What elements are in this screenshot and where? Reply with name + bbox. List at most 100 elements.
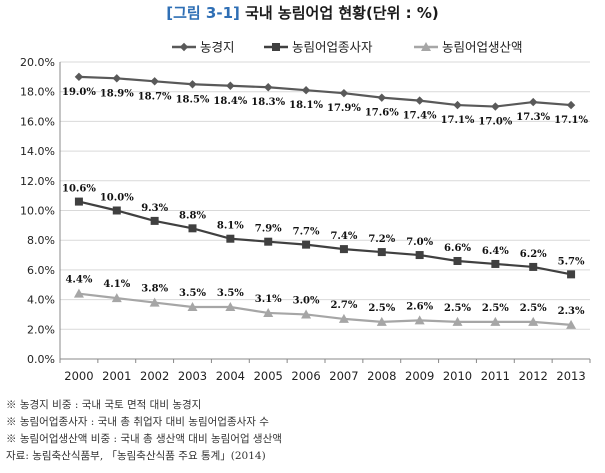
x-tick-label: 2013 xyxy=(556,369,585,383)
data-label: 2.5% xyxy=(482,303,509,314)
data-point xyxy=(301,309,312,319)
x-tick-label: 2001 xyxy=(102,369,131,383)
x-tick-label: 2005 xyxy=(254,369,283,383)
series-group xyxy=(73,72,577,329)
data-point xyxy=(453,256,462,265)
y-tick-label: 8.0% xyxy=(27,234,55,247)
data-label: 3.5% xyxy=(217,288,244,299)
x-tick-label: 2007 xyxy=(329,369,358,383)
y-tick-label: 16.0% xyxy=(20,115,55,128)
data-label: 2.5% xyxy=(444,303,471,314)
data-label: 17.3% xyxy=(516,112,550,123)
data-point xyxy=(150,77,159,86)
data-label: 17.6% xyxy=(365,108,399,119)
data-point xyxy=(264,83,273,92)
note-production: ※ 농림어업생산액 비중 : 국내 총 생산액 대비 농림어업 생산액 xyxy=(6,433,282,445)
x-axis: 2000 2001 2002 2003 2004 2005 2006 2007 2008 2009… xyxy=(59,359,591,383)
data-label: 7.9% xyxy=(255,224,282,235)
x-tick-label: 2008 xyxy=(367,369,396,383)
data-label: 17.1% xyxy=(441,115,475,126)
x-tick-label: 2004 xyxy=(216,369,245,383)
data-point xyxy=(188,224,197,233)
data-label: 6.6% xyxy=(444,243,471,254)
data-point xyxy=(566,319,577,329)
x-tick-label: 2002 xyxy=(140,369,169,383)
data-point xyxy=(453,100,462,110)
data-point xyxy=(149,297,160,307)
y-axis: 0.0% 2.0% 4.0% 6.0% 8.0% 10.0% 12.0% 14.0% 16.0%… xyxy=(20,56,61,366)
data-label: 2.6% xyxy=(406,301,433,312)
line-chart: 0.0% 2.0% 4.0% 6.0% 8.0% 10.0% 12.0% 14.0% 16.0%… xyxy=(20,40,591,383)
data-point xyxy=(74,72,84,82)
legend-label: 농경지 xyxy=(200,40,235,55)
data-point xyxy=(377,93,386,102)
data-point xyxy=(490,316,501,326)
data-label: 19.0% xyxy=(62,87,96,98)
data-label: 3.5% xyxy=(179,288,206,299)
y-tick-label: 2.0% xyxy=(27,323,55,336)
data-point xyxy=(263,307,274,317)
x-tick-label: 2010 xyxy=(443,369,472,383)
x-tick-label: 2000 xyxy=(64,369,93,383)
data-point xyxy=(264,237,273,246)
chart-title: [그림 3-1] 국내 농림어업 현황(단위 : %) xyxy=(0,2,605,23)
legend-label: 농림어업종사자 xyxy=(292,40,373,55)
data-point xyxy=(188,80,197,89)
x-tick-label: 2006 xyxy=(291,369,320,383)
data-point xyxy=(376,316,387,326)
data-label: 8.8% xyxy=(179,210,206,221)
data-label: 7.0% xyxy=(406,237,433,248)
data-point xyxy=(112,74,121,83)
data-label: 17.4% xyxy=(403,111,437,122)
data-label: 7.4% xyxy=(330,231,357,242)
data-point xyxy=(226,81,235,90)
data-point xyxy=(491,259,500,268)
data-labels: 19.0% 18.9% 18.7% 18.5% 18.4% 18.3% 18.1% 17.9%… xyxy=(62,87,588,317)
legend-marker-triangle xyxy=(421,42,431,51)
data-point xyxy=(339,88,349,98)
data-label: 2.7% xyxy=(330,300,357,311)
data-label: 3.8% xyxy=(141,284,168,295)
notes: ※ 농경지 비중 : 국내 국토 면적 대비 농경지 ※ 농림어업종사자 : 국… xyxy=(6,397,601,465)
x-tick-label: 2009 xyxy=(405,369,434,383)
y-tick-label: 18.0% xyxy=(20,86,55,99)
legend-marker-square xyxy=(272,43,280,51)
y-tick-label: 14.0% xyxy=(20,145,55,158)
data-label: 18.9% xyxy=(100,88,134,99)
data-label: 18.7% xyxy=(138,91,172,102)
data-point xyxy=(566,100,576,110)
y-tick-label: 10.0% xyxy=(20,205,55,218)
data-point xyxy=(302,240,311,249)
y-tick-label: 0.0% xyxy=(27,353,55,366)
data-label: 8.1% xyxy=(217,221,244,232)
data-label: 7.2% xyxy=(368,234,395,245)
data-label: 10.0% xyxy=(100,193,134,204)
data-point xyxy=(528,316,539,326)
data-label: 3.0% xyxy=(293,295,320,306)
y-tick-label: 6.0% xyxy=(27,264,55,277)
data-label: 18.4% xyxy=(213,96,247,107)
source-note: 자료: 농림축산식품부, 「농림축산식품 주요 통계」(2014) xyxy=(6,450,266,462)
data-point xyxy=(73,288,84,298)
data-label: 6.2% xyxy=(520,249,547,260)
y-tick-label: 20.0% xyxy=(20,56,55,69)
legend: 농경지 농림어업종사자 농림어업생산액 xyxy=(172,40,523,55)
data-point xyxy=(377,248,386,257)
data-label: 18.5% xyxy=(176,94,210,105)
data-label: 5.7% xyxy=(558,256,585,267)
y-tick-label: 4.0% xyxy=(27,294,55,307)
data-point xyxy=(301,86,311,95)
data-label: 18.1% xyxy=(289,100,323,111)
data-point xyxy=(491,102,500,111)
data-label: 2.5% xyxy=(520,303,547,314)
x-tick-label: 2012 xyxy=(519,369,548,383)
x-tick-label: 2003 xyxy=(178,369,207,383)
series-line xyxy=(78,292,572,326)
data-label: 4.1% xyxy=(103,279,130,290)
note-workers: ※ 농림어업종사자 : 국내 총 취업자 대비 농림어업종사자 수 xyxy=(6,416,269,428)
data-label: 18.3% xyxy=(251,97,285,108)
data-point xyxy=(226,234,235,243)
series-line xyxy=(78,75,572,108)
data-label: 9.3% xyxy=(141,203,168,214)
data-point xyxy=(339,245,348,254)
